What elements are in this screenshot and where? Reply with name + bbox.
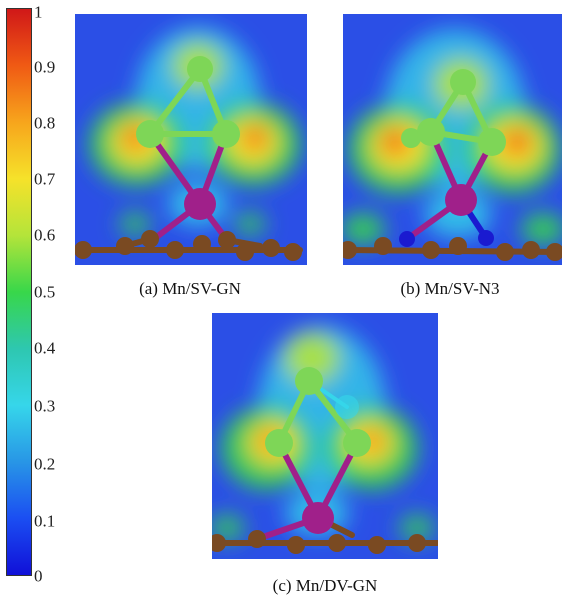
carbon-atom bbox=[212, 534, 226, 552]
colorbar-tick: 0.2 bbox=[34, 454, 56, 474]
ligand-atom bbox=[335, 395, 359, 419]
colorbar-tick: 0.1 bbox=[34, 511, 56, 531]
carbon-atom bbox=[546, 243, 562, 261]
colorbar-tick: 0.5 bbox=[34, 282, 56, 302]
carbon-atom bbox=[374, 237, 392, 255]
panel-b-density-map bbox=[343, 14, 562, 265]
carbon-atom bbox=[218, 231, 236, 249]
ligand-atom bbox=[265, 429, 293, 457]
carbon-atom bbox=[75, 241, 92, 259]
colorbar-tick: 1 bbox=[34, 2, 43, 22]
panel-a-caption: (a) Mn/SV-GN bbox=[139, 279, 241, 298]
carbon-atom bbox=[166, 241, 184, 259]
ligand-atom bbox=[295, 367, 323, 395]
mn-atom bbox=[184, 188, 216, 220]
ligand-atom bbox=[401, 128, 421, 148]
carbon-atom bbox=[284, 243, 302, 261]
ligand-atom bbox=[136, 120, 164, 148]
nitrogen-atom bbox=[478, 230, 494, 246]
colorbar-tick: 0.3 bbox=[34, 396, 56, 416]
carbon-atom bbox=[422, 241, 440, 259]
nitrogen-atom bbox=[399, 231, 415, 247]
mn-atom bbox=[445, 184, 477, 216]
carbon-atom bbox=[236, 243, 254, 261]
ligand-atom bbox=[212, 120, 240, 148]
carbon-atom bbox=[343, 241, 357, 259]
carbon-atom bbox=[449, 237, 467, 255]
carbon-atom bbox=[368, 536, 386, 554]
carbon-atom bbox=[522, 241, 540, 259]
colorbar-tick: 0 bbox=[34, 566, 43, 586]
ligand-atom bbox=[187, 56, 213, 82]
carbon-atom bbox=[328, 534, 346, 552]
ligand-atom bbox=[478, 128, 506, 156]
colorbar bbox=[6, 8, 32, 576]
colorbar-tick: 0.4 bbox=[34, 338, 56, 358]
carbon-atom bbox=[193, 235, 211, 253]
panel-c-density-map bbox=[212, 313, 438, 559]
colorbar-tick: 0.8 bbox=[34, 113, 56, 133]
carbon-atom bbox=[116, 237, 134, 255]
carbon-atom bbox=[262, 239, 280, 257]
panel-c-caption: (c) Mn/DV-GN bbox=[272, 576, 378, 595]
ligand-atom bbox=[417, 118, 445, 146]
panel-b-atoms bbox=[343, 69, 562, 261]
panel-c-atoms bbox=[212, 367, 426, 554]
ligand-atom bbox=[450, 69, 476, 95]
colorbar-tick: 0.9 bbox=[34, 57, 56, 77]
carbon-atom bbox=[496, 243, 514, 261]
carbon-atom bbox=[408, 534, 426, 552]
panel-a-atoms bbox=[75, 56, 302, 261]
panel-b-caption: (b) Mn/SV-N3 bbox=[400, 279, 500, 298]
carbon-atom bbox=[248, 530, 266, 548]
mn-atom bbox=[302, 502, 334, 534]
colorbar-tick: 0.6 bbox=[34, 225, 56, 245]
ligand-atom bbox=[343, 429, 371, 457]
colorbar-tick: 0.7 bbox=[34, 169, 56, 189]
carbon-atom bbox=[287, 536, 305, 554]
panel-a-density-map bbox=[75, 14, 307, 265]
carbon-atom bbox=[141, 230, 159, 248]
